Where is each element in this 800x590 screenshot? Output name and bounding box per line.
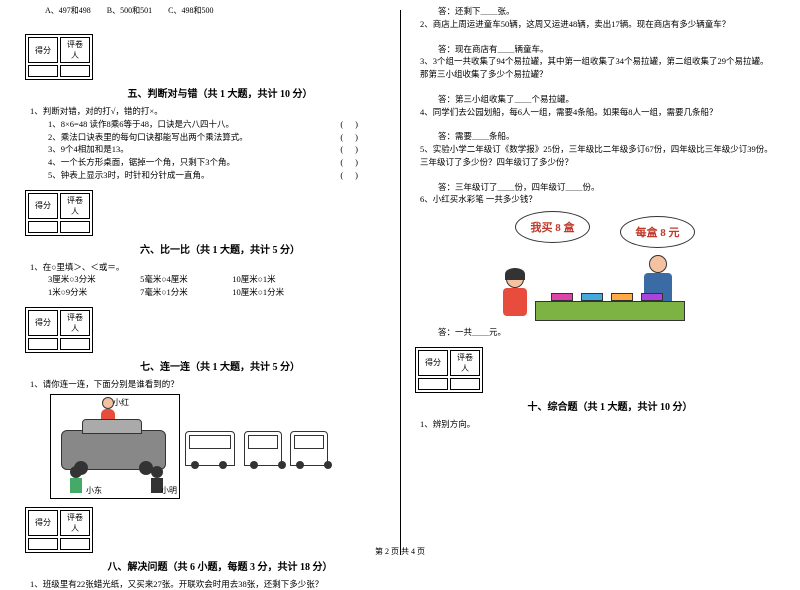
a8-1: 答：还剩下＿＿张。 xyxy=(420,5,775,18)
q6-1: 1、在○里填＞、＜或＝。 xyxy=(30,261,385,274)
q5-item-2: 2、乘法口诀表里的每句口诀都能写出两个乘法算式。 () xyxy=(30,131,385,144)
score-box-10: 得分评卷人 xyxy=(415,347,483,393)
q5-item-1: 1、8×6=48 读作8乘6等于48，口诀是六八四十八。 () xyxy=(30,118,385,131)
pen-box-icon xyxy=(551,293,573,301)
score-cell xyxy=(28,65,58,77)
cmp-4: 1米○9分米 xyxy=(48,286,138,299)
score-label: 得分 xyxy=(418,350,448,376)
label-right: 小明 xyxy=(161,485,177,496)
a8-5: 答：三年级订了＿＿份，四年级订＿＿份。 xyxy=(420,181,775,194)
score-label: 得分 xyxy=(28,193,58,219)
cmp-5: 7毫米○1分米 xyxy=(140,286,230,299)
q8-6: 6、小红买水彩笔 一共多少钱？ xyxy=(420,193,775,206)
label-left: 小东 xyxy=(86,485,102,496)
counter-icon xyxy=(535,301,685,321)
a8-2: 答：现在商店有＿＿辆童车。 xyxy=(420,43,775,56)
q5-item-3-text: 3、9个4相加和是13。 xyxy=(48,144,129,154)
reviewer-label: 评卷人 xyxy=(60,193,90,219)
page-footer: 第 2 页 共 4 页 xyxy=(0,546,800,557)
a8-4: 答：需要＿＿条船。 xyxy=(420,130,775,143)
q7-1: 1、请你连一连，下面分别是谁看到的？ xyxy=(30,378,385,391)
q8-3: 3、3个组一共收集了94个易拉罐，其中第一组收集了34个易拉罐，第二组收集了29… xyxy=(420,55,775,81)
q5-item-5: 5、钟表上显示3时，时针和分针成一直角。 () xyxy=(30,169,385,182)
van-back-icon xyxy=(244,431,282,466)
q8-2: 2、商店上周运进童车50辆，这周又运进48辆，卖出17辆。现在商店有多少辆童车？ xyxy=(420,18,775,31)
q5-item-3: 3、9个4相加和是13。 () xyxy=(30,143,385,156)
q5-item-2-text: 2、乘法口诀表里的每句口诀都能写出两个乘法算式。 xyxy=(48,132,248,142)
reviewer-label: 评卷人 xyxy=(60,37,90,63)
speech-bubble-buy: 我买 8 盒 xyxy=(515,211,590,243)
van-front-icon xyxy=(290,431,328,466)
right-column: 答：还剩下＿＿张。 2、商店上周运进童车50辆，这周又运进48辆，卖出17辆。现… xyxy=(400,0,800,530)
section-6-title: 六、比一比（共 1 大题，共计 5 分） xyxy=(55,241,385,256)
van-side-icon xyxy=(185,431,235,466)
q5-item-4: 4、一个长方形桌面，锯掉一个角，只剩下3个角。 () xyxy=(30,156,385,169)
scene-box: 小红 小东 小明 xyxy=(50,394,180,499)
q6-row2: 1米○9分米 7毫米○1分米 10厘米○1分米 xyxy=(30,286,385,299)
pen-box-icon xyxy=(641,293,663,301)
car-icon xyxy=(61,430,166,470)
score-label: 得分 xyxy=(28,510,58,536)
q8-4: 4、同学们去公园划船，每6人一组，需要4条船。如果每8人一组，需要几条船？ xyxy=(420,106,775,119)
paren: () xyxy=(340,156,370,169)
q8-1: 1、班级里有22张蜡光纸，又买来27张。开联欢会时用去38张，还剩下多少张？ xyxy=(30,578,385,590)
left-column: A、497和498 B、500和501 C、498和500 得分评卷人 五、判断… xyxy=(0,0,400,530)
a8-6: 答：一共＿＿元。 xyxy=(420,326,775,339)
cmp-3: 10厘米○1米 xyxy=(232,273,322,286)
q5-item-1-text: 1、8×6=48 读作8乘6等于48，口诀是六八四十八。 xyxy=(48,119,234,129)
score-box-6: 得分评卷人 xyxy=(25,190,93,236)
q10-1: 1、辨别方向。 xyxy=(420,418,775,431)
speech-bubble-price: 每盒 8 元 xyxy=(620,216,695,248)
q5-item-4-text: 4、一个长方形桌面，锯掉一个角，只剩下3个角。 xyxy=(48,157,235,167)
score-label: 得分 xyxy=(28,310,58,336)
boy-left-icon xyxy=(66,466,86,496)
cmp-1: 3厘米○3分米 xyxy=(48,273,138,286)
q5-1: 1、判断对错，对的打√，错的打×。 xyxy=(30,105,385,118)
mc-choices: A、497和498 B、500和501 C、498和500 xyxy=(25,5,385,16)
section-7-title: 七、连一连（共 1 大题，共计 5 分） xyxy=(55,358,385,373)
reviewer-cell xyxy=(60,65,90,77)
section-5-title: 五、判断对与错（共 1 大题，共计 10 分） xyxy=(55,85,385,100)
pen-box-icon xyxy=(611,293,633,301)
score-box-5: 得分评卷人 xyxy=(25,34,93,80)
paren: () xyxy=(340,143,370,156)
score-label: 得分 xyxy=(28,37,58,63)
reviewer-label: 评卷人 xyxy=(450,350,480,376)
paren: () xyxy=(340,169,370,182)
q7-figure-row: 小红 小东 小明 xyxy=(25,391,385,499)
pen-box-icon xyxy=(581,293,603,301)
paren: () xyxy=(340,118,370,131)
q5-item-5-text: 5、钟表上显示3时，时针和分针成一直角。 xyxy=(48,170,210,180)
cmp-6: 10厘米○1分米 xyxy=(232,286,322,299)
reviewer-label: 评卷人 xyxy=(60,510,90,536)
shop-scene: 我买 8 盒 每盒 8 元 xyxy=(485,211,705,321)
a8-3: 答：第三小组收集了＿＿个易拉罐。 xyxy=(420,93,775,106)
section-8-title: 八、解决问题（共 6 小题，每题 3 分，共计 18 分） xyxy=(55,558,385,573)
kid-icon xyxy=(500,270,530,316)
q8-5: 5、实验小学二年级订《数学报》25份，三年级比二年级多订67份，四年级比三年级少… xyxy=(420,143,775,169)
score-box-7: 得分评卷人 xyxy=(25,307,93,353)
reviewer-label: 评卷人 xyxy=(60,310,90,336)
q6-row1: 3厘米○3分米 5毫米○4厘米 10厘米○1米 xyxy=(30,273,385,286)
paren: () xyxy=(340,131,370,144)
section-10-title: 十、综合题（共 1 大题，共计 10 分） xyxy=(445,398,775,413)
cmp-2: 5毫米○4厘米 xyxy=(140,273,230,286)
